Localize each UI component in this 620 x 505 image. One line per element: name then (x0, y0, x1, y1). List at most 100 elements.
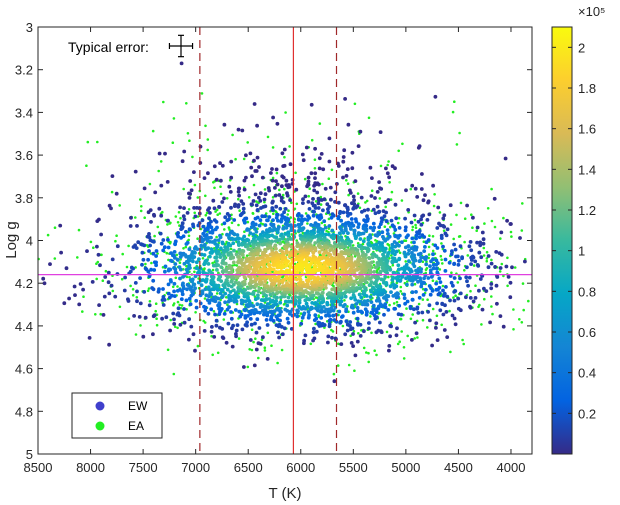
ea-point (245, 254, 249, 257)
ea-point (257, 356, 260, 360)
ew-point (365, 298, 370, 303)
ew-point (218, 235, 223, 240)
ew-point (370, 176, 374, 181)
ea-point (185, 308, 188, 311)
ew-point (359, 258, 364, 263)
ew-point (437, 291, 442, 296)
ew-point (359, 295, 364, 300)
ew-point (330, 228, 335, 233)
ew-point (346, 213, 350, 218)
ew-point (441, 312, 446, 317)
ew-point (384, 293, 389, 298)
ew-point (410, 282, 415, 287)
ea-point (482, 254, 486, 257)
ew-point (356, 321, 360, 326)
ea-point (204, 213, 208, 217)
ea-point (370, 331, 373, 335)
ea-point (349, 334, 353, 338)
ew-point (206, 262, 211, 266)
ew-point (259, 206, 263, 210)
ea-point (254, 337, 257, 341)
ew-point (193, 250, 197, 255)
ew-point (343, 303, 347, 307)
ea-point (417, 302, 421, 306)
ew-point (449, 280, 454, 285)
ew-point (149, 220, 153, 224)
ea-point (225, 296, 228, 299)
ew-point (236, 281, 241, 285)
ew-point (211, 275, 216, 280)
ew-point (488, 320, 492, 325)
ew-point (204, 258, 209, 263)
ew-point (410, 236, 415, 241)
ew-point (414, 233, 419, 238)
ew-point (313, 206, 318, 210)
ew-point (168, 328, 173, 333)
ew-point (506, 275, 511, 279)
ew-point (109, 283, 114, 288)
ew-point (434, 266, 439, 271)
ew-point (288, 162, 293, 167)
ew-point (478, 240, 483, 245)
ea-point (512, 328, 515, 331)
ew-point (235, 323, 240, 327)
ew-point (157, 151, 162, 156)
ew-point (209, 329, 214, 334)
ew-point (406, 251, 411, 256)
ew-point (317, 156, 322, 161)
ew-point (203, 308, 208, 313)
ea-point (500, 262, 504, 266)
ew-point (162, 298, 167, 302)
ea-point (498, 270, 502, 273)
ew-point (224, 340, 229, 345)
ew-point (208, 211, 212, 215)
ew-point (371, 228, 376, 233)
ew-point (467, 275, 472, 280)
ew-point (255, 317, 260, 322)
ew-point (209, 235, 213, 240)
ew-point (357, 222, 361, 227)
ea-point (520, 229, 524, 232)
ew-point (332, 244, 337, 249)
ew-point (213, 299, 218, 304)
ew-point (264, 297, 269, 301)
ew-point (313, 313, 318, 318)
ew-point (242, 279, 247, 284)
ew-point (453, 247, 458, 252)
ew-point (248, 338, 253, 342)
ew-point (276, 330, 280, 335)
ew-point (358, 129, 363, 134)
ew-point (207, 301, 212, 305)
ew-point (133, 169, 138, 174)
ea-point (351, 244, 355, 247)
ea-point (313, 167, 317, 170)
ea-point (94, 313, 97, 316)
x-tick-label: 4500 (444, 460, 473, 475)
ew-point (452, 298, 457, 303)
ew-point (304, 145, 309, 150)
ew-point (386, 198, 391, 202)
ew-point (427, 212, 432, 217)
ew-point (321, 305, 326, 309)
ew-point (221, 253, 226, 258)
ew-point (255, 208, 260, 213)
ew-point (508, 295, 513, 300)
ew-point (202, 176, 207, 181)
ew-point (398, 278, 403, 282)
ew-point (270, 298, 275, 303)
ew-point (443, 269, 448, 273)
ew-point (305, 184, 309, 189)
ew-point (275, 213, 280, 217)
ew-point (246, 247, 251, 251)
ea-point (233, 263, 236, 267)
ew-point (192, 255, 197, 259)
ew-point (222, 122, 227, 127)
ew-point (371, 207, 376, 212)
legend-label-ea: EA (128, 419, 144, 433)
ew-point (450, 249, 454, 254)
ew-point (188, 302, 193, 307)
ew-point (438, 308, 443, 313)
ew-point (232, 218, 237, 222)
ea-point (373, 349, 377, 353)
ea-point (314, 322, 317, 326)
